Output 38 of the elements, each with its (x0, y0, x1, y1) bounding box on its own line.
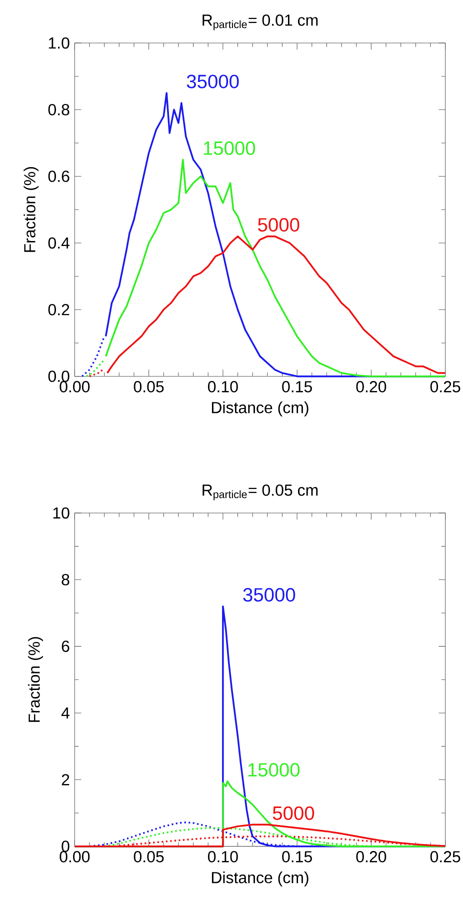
y-tick-label: 0.2 (48, 304, 70, 316)
y-tick-label: 1.0 (48, 37, 70, 49)
x-tick-label: 0.05 (134, 851, 164, 862)
y-tick-label: 2 (62, 774, 70, 786)
series-label: 35000 (243, 588, 296, 602)
x-tick-label: 0.05 (134, 381, 164, 392)
series-label: 15000 (248, 763, 300, 777)
y-axis-title: Fraction (%) (24, 167, 39, 252)
y-tick-label: 0.8 (48, 104, 70, 116)
x-tick-label: 0.10 (208, 851, 238, 862)
y-tick-label: 0 (62, 840, 70, 852)
y-tick-label: 0.4 (48, 237, 70, 249)
chart-title: R$_{particle}$= 0.05 cm (202, 484, 318, 500)
x-tick-label: 0.25 (430, 381, 460, 392)
line-series (88, 368, 104, 378)
x-tick-label: 0.00 (60, 851, 90, 862)
y-tick-label: 6 (62, 640, 70, 652)
y-tick-label: 0.0 (48, 370, 70, 382)
x-tick-label: 0.15 (282, 381, 312, 392)
series-label: 15000 (204, 141, 256, 155)
chart-title: R$_{particle}$= 0.01 cm (202, 14, 318, 30)
x-tick-label: 0.20 (356, 381, 386, 392)
y-tick-label: 4 (61, 708, 70, 718)
series-label: 35000 (186, 74, 239, 88)
x-tick-label: 0.15 (282, 851, 312, 862)
series-label: 5000 (272, 806, 314, 820)
series-label: 5000 (258, 218, 300, 232)
y-axis-title: Fraction (%) (28, 637, 43, 722)
x-axis-title: Distance (cm) (212, 402, 308, 416)
y-tick-label: 0.6 (48, 170, 70, 182)
x-tick-label: 0.10 (208, 381, 238, 392)
y-tick-label: 8 (62, 574, 70, 586)
x-tick-label: 0.20 (356, 851, 386, 862)
x-tick-label: 0.00 (60, 381, 90, 392)
y-tick-label: 10 (53, 507, 70, 519)
x-axis-title: Distance (cm) (212, 872, 308, 886)
line-series (86, 358, 106, 378)
x-tick-label: 0.25 (430, 851, 460, 862)
